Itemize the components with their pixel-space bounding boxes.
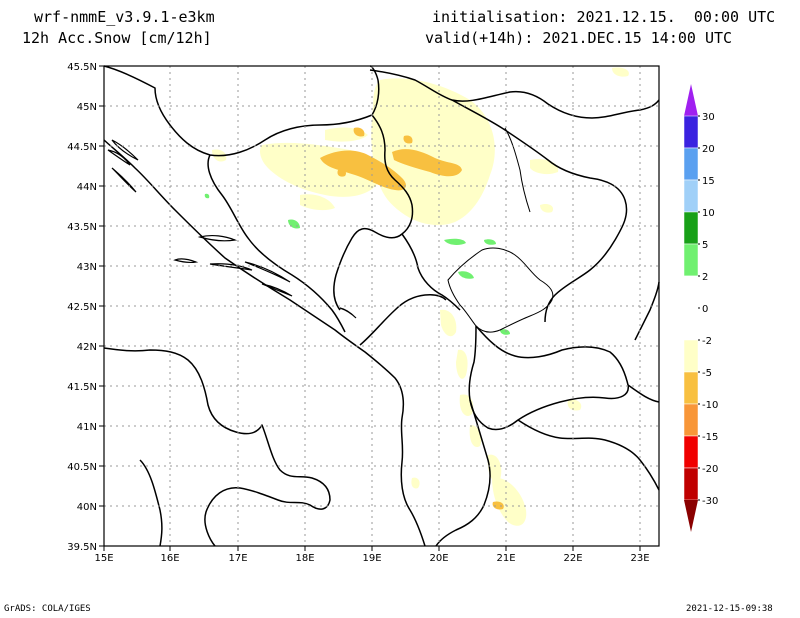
colorbar-label: 20 xyxy=(702,144,715,155)
lat-label: 44N xyxy=(77,182,97,193)
colorbar-segment xyxy=(683,275,699,309)
colorbar-label: 5 xyxy=(702,240,708,251)
colorbar-label: 30 xyxy=(702,112,715,123)
romania-serbia-border xyxy=(369,69,660,119)
footer-credit: GrADS: COLA/IGES xyxy=(4,604,91,614)
bulgaria-border xyxy=(627,384,660,403)
colorbar-segment xyxy=(683,147,699,181)
init-time: initialisation: 2021.12.15. 00:00 UTC xyxy=(432,8,776,26)
footer-timestamp: 2021-12-15-09:38 xyxy=(686,604,773,614)
kosovo-border xyxy=(447,247,554,333)
lat-label: 41.5N xyxy=(67,382,97,393)
bulgaria-east-border xyxy=(634,281,660,341)
lat-label: 43.5N xyxy=(67,222,97,233)
lat-label: 42.5N xyxy=(67,302,97,313)
bosnia-west-border xyxy=(207,154,346,333)
lon-label: 20E xyxy=(429,553,448,564)
colorbar-label: 2 xyxy=(702,272,708,283)
lat-label: 45.5N xyxy=(67,62,97,73)
variable-title: 12h Acc.Snow [cm/12h] xyxy=(22,29,212,47)
colorbar-segment xyxy=(683,307,699,341)
river-line xyxy=(504,127,531,213)
model-title: wrf-nmmE_v3.9.1-e3km xyxy=(34,8,215,26)
lat-label: 40.5N xyxy=(67,462,97,473)
lon-label: 17E xyxy=(228,553,247,564)
colorbar-label: -20 xyxy=(702,464,718,475)
lon-label: 19E xyxy=(362,553,381,564)
lon-label: 18E xyxy=(295,553,314,564)
colorbar-segment xyxy=(683,339,699,373)
islands xyxy=(107,139,357,319)
colorbar-segment xyxy=(683,403,699,437)
lat-label: 39.5N xyxy=(67,542,97,553)
adriatic-coastline xyxy=(103,139,426,547)
montenegro-north-border xyxy=(401,233,461,311)
italy-coast-south xyxy=(139,459,163,547)
colorbar-label: -5 xyxy=(702,368,712,379)
lat-label: 43N xyxy=(77,262,97,273)
colorbar-segment xyxy=(683,243,699,277)
colorbar-segment xyxy=(683,179,699,213)
montenegro-albania-border xyxy=(359,294,447,346)
colorbar-segment xyxy=(683,467,699,501)
colorbar-label: -10 xyxy=(702,400,718,411)
colorbar-label: 15 xyxy=(702,176,715,187)
colorbar-top-arrow xyxy=(684,84,698,116)
colorbar-segment xyxy=(683,211,699,245)
italy-coastline xyxy=(103,347,331,547)
serbia-east-border xyxy=(451,99,628,323)
valid-time: valid(+14h): 2021.DEC.15 14:00 UTC xyxy=(425,29,733,47)
colorbar-label: -2 xyxy=(702,336,712,347)
lon-label: 16E xyxy=(160,553,179,564)
lat-label: 40N xyxy=(77,502,97,513)
lat-label: 41N xyxy=(77,422,97,433)
lon-ticks xyxy=(103,546,641,551)
lon-label: 23E xyxy=(630,553,649,564)
colorbar-segment xyxy=(683,371,699,405)
colorbar-segment xyxy=(683,115,699,149)
albania-south-border xyxy=(435,399,491,547)
lat-ticks xyxy=(99,65,104,547)
colorbar-label: 10 xyxy=(702,208,715,219)
colorbar-label: -15 xyxy=(702,432,718,443)
lat-label: 44.5N xyxy=(67,142,97,153)
lon-label: 21E xyxy=(496,553,515,564)
greece-north-border xyxy=(517,419,660,491)
macedonia-border xyxy=(468,325,629,431)
colorbar-label: 0 xyxy=(702,304,708,315)
lat-labels: 45.5N 45N 44.5N 44N 43.5N 43N 42.5N 42N … xyxy=(67,62,97,553)
lon-label: 15E xyxy=(94,553,113,564)
northern-border xyxy=(103,65,380,157)
map-lines xyxy=(103,65,660,547)
grid xyxy=(104,66,659,546)
lon-label: 22E xyxy=(563,553,582,564)
colorbar-segment xyxy=(683,435,699,469)
lon-labels: 15E 16E 17E 18E 19E 20E 21E 22E 23E xyxy=(94,553,649,564)
snow-field-green xyxy=(204,193,510,335)
lat-label: 45N xyxy=(77,102,97,113)
colorbar-bottom-arrow xyxy=(684,500,698,532)
lat-label: 42N xyxy=(77,342,97,353)
snow-field-medium xyxy=(320,127,504,510)
colorbar-label: -30 xyxy=(702,496,718,507)
